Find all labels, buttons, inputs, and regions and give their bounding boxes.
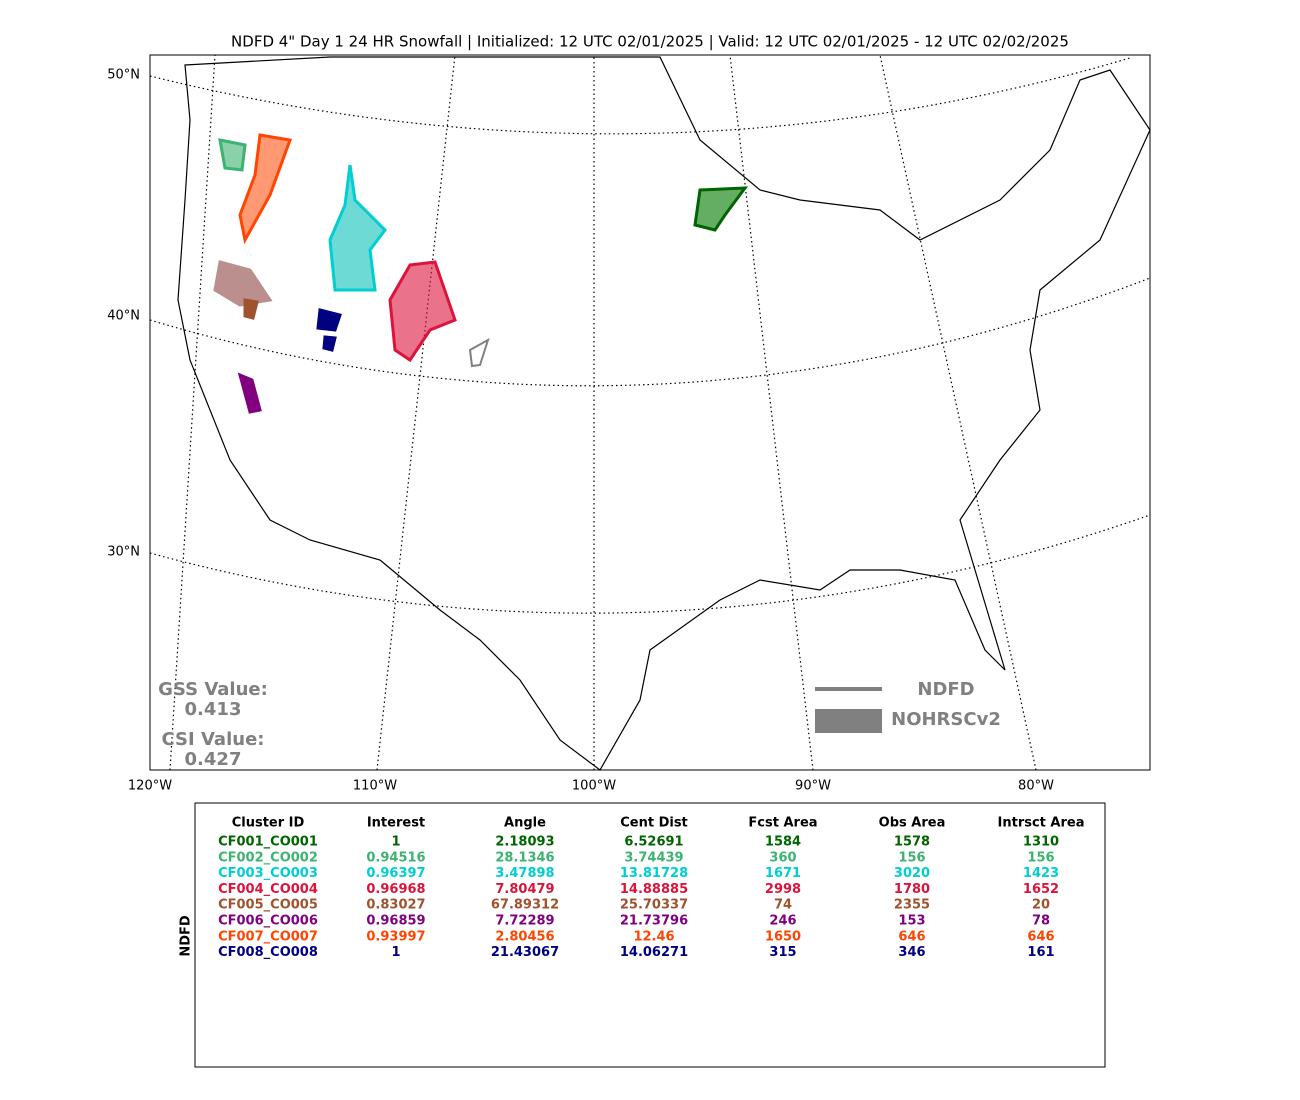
table-header: Angle bbox=[504, 816, 546, 831]
stats-table: NDFD Cluster ID Interest Angle Cent Dist Fcs… bbox=[179, 802, 1106, 1068]
table-cell: 67.89312 bbox=[491, 898, 559, 913]
table-header: Cluster ID bbox=[232, 816, 305, 831]
table-cell: 7.80479 bbox=[495, 882, 554, 897]
table-cell: 0.94516 bbox=[366, 850, 425, 865]
table-cell: 156 bbox=[1027, 850, 1054, 865]
table-cell: 2.80456 bbox=[495, 929, 554, 944]
table-cell: 7.72289 bbox=[495, 914, 554, 929]
table-cell: 14.88885 bbox=[620, 882, 688, 897]
title: NDFD 4" Day 1 24 HR Snowfall | Initializ… bbox=[231, 33, 1069, 51]
table-cell: CF008_CO008 bbox=[218, 945, 318, 960]
table-cell: 161 bbox=[1027, 945, 1054, 960]
table-cell: CF002_CO002 bbox=[218, 850, 318, 865]
csi-value: 0.427 bbox=[185, 749, 242, 770]
lon-label: 90°W bbox=[795, 779, 831, 794]
table-cell: 0.83027 bbox=[366, 898, 425, 913]
lon-label: 100°W bbox=[572, 779, 616, 794]
table-cell: 1652 bbox=[1023, 882, 1059, 897]
gss-label: GSS Value: bbox=[158, 679, 268, 700]
lat-label: 40°N bbox=[107, 309, 140, 324]
table-cell: 74 bbox=[774, 898, 792, 913]
table-cell: 25.70337 bbox=[620, 898, 688, 913]
table-cell: 3.74439 bbox=[624, 850, 683, 865]
table-header: Cent Dist bbox=[620, 816, 688, 831]
table-cell: 20 bbox=[1032, 898, 1050, 913]
legend-label: NDFD bbox=[917, 679, 974, 700]
map-frame bbox=[149, 54, 1151, 771]
table-cell: 13.81728 bbox=[620, 866, 688, 881]
lon-label: 120°W bbox=[128, 779, 172, 794]
us-outline bbox=[177, 56, 1151, 771]
table-cell: 2355 bbox=[894, 898, 930, 913]
table-cell: 1 bbox=[391, 835, 400, 850]
table-cell: 346 bbox=[898, 945, 925, 960]
legend-label: NOHRSCv2 bbox=[891, 709, 1001, 730]
table-header: Obs Area bbox=[879, 816, 946, 831]
table-cell: 1584 bbox=[765, 835, 801, 850]
table-cell: 1 bbox=[391, 945, 400, 960]
table-cell: 1650 bbox=[765, 929, 801, 944]
table-cell: 21.73796 bbox=[620, 914, 688, 929]
table-cell: 28.1346 bbox=[495, 850, 554, 865]
table-cell: 646 bbox=[898, 929, 925, 944]
table-cell: 1423 bbox=[1023, 866, 1059, 881]
table-cell: 153 bbox=[898, 914, 925, 929]
table-header: Fcst Area bbox=[748, 816, 817, 831]
table-cell: CF006_CO006 bbox=[218, 914, 318, 929]
graticule bbox=[149, 54, 1151, 771]
legend-fill bbox=[815, 709, 882, 733]
table-cell: 2.18093 bbox=[495, 835, 554, 850]
table-cell: 2998 bbox=[765, 882, 801, 897]
table-cell: CF007_CO007 bbox=[218, 929, 318, 944]
table-cell: 246 bbox=[769, 914, 796, 929]
table-cell: 1310 bbox=[1023, 835, 1059, 850]
table-cell: CF005_CO005 bbox=[218, 898, 318, 913]
table-cell: CF001_CO001 bbox=[218, 835, 318, 850]
table-cell: 1671 bbox=[765, 866, 801, 881]
table-frame bbox=[194, 802, 1106, 1068]
table-cell: 12.46 bbox=[633, 929, 674, 944]
table-header: Interest bbox=[367, 816, 425, 831]
map: 50°N 40°N 30°N 120°W 110°W 100°W 90°W 80… bbox=[107, 54, 1151, 794]
lat-label: 30°N bbox=[107, 545, 140, 560]
table-cell: 1578 bbox=[894, 835, 930, 850]
table-cell: 21.43067 bbox=[491, 945, 559, 960]
lat-label: 50°N bbox=[107, 68, 140, 83]
table-cell: 646 bbox=[1027, 929, 1054, 944]
csi-label: CSI Value: bbox=[162, 729, 265, 750]
table-cell: 1780 bbox=[894, 882, 930, 897]
table-cell: 156 bbox=[898, 850, 925, 865]
table-cell: 3.47898 bbox=[495, 866, 554, 881]
table-cell: 6.52691 bbox=[624, 835, 683, 850]
table-side-label: NDFD bbox=[179, 915, 194, 957]
table-cell: 3020 bbox=[894, 866, 930, 881]
table-cell: 0.96968 bbox=[366, 882, 425, 897]
table-cell: 0.96859 bbox=[366, 914, 425, 929]
lon-label: 110°W bbox=[353, 779, 397, 794]
table-cell: 14.06271 bbox=[620, 945, 688, 960]
clusters bbox=[213, 133, 749, 414]
table-cell: 360 bbox=[769, 850, 796, 865]
gss-value: 0.413 bbox=[185, 699, 242, 720]
table-cell: CF004_CO004 bbox=[218, 882, 318, 897]
lon-label: 80°W bbox=[1018, 779, 1054, 794]
table-cell: 315 bbox=[769, 945, 796, 960]
table-cell: 0.93997 bbox=[366, 929, 425, 944]
table-cell: 78 bbox=[1032, 914, 1050, 929]
table-cell: CF003_CO003 bbox=[218, 866, 318, 881]
table-cell: 0.96397 bbox=[366, 866, 425, 881]
table-header: Intrsct Area bbox=[998, 816, 1085, 831]
